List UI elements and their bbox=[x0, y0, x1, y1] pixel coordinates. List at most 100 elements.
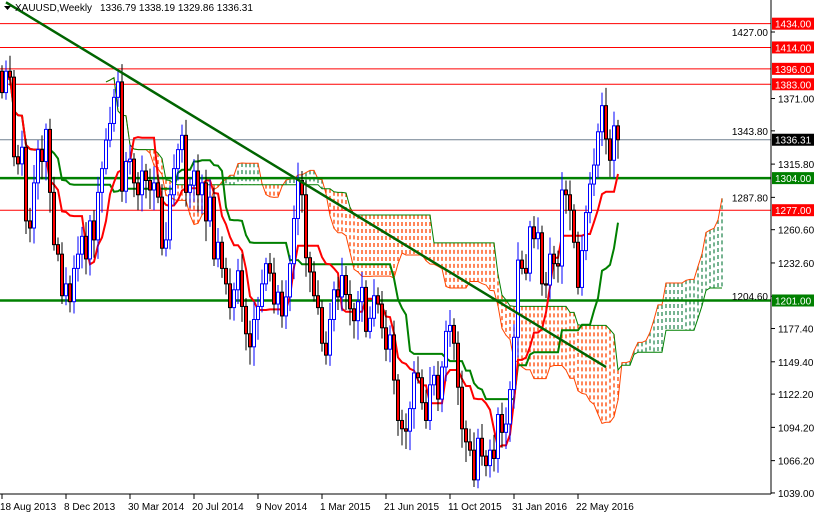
level-label: 1434.00 bbox=[775, 20, 812, 31]
candle-body bbox=[456, 342, 460, 388]
candle bbox=[0, 65, 4, 99]
candle-body bbox=[40, 149, 44, 162]
candle bbox=[28, 207, 32, 243]
candle bbox=[72, 255, 76, 314]
level-label-bg bbox=[772, 62, 814, 75]
candle bbox=[296, 162, 300, 236]
candle bbox=[464, 420, 468, 463]
candle bbox=[96, 176, 100, 259]
candle bbox=[412, 361, 416, 429]
candle bbox=[116, 68, 120, 107]
candle-body bbox=[596, 131, 600, 166]
candle bbox=[188, 178, 192, 208]
candle-body bbox=[368, 317, 372, 332]
candle-body bbox=[448, 324, 452, 332]
candle bbox=[560, 172, 564, 284]
candle-body bbox=[128, 158, 132, 162]
candle bbox=[444, 320, 448, 382]
candle bbox=[236, 258, 240, 305]
candle-body bbox=[516, 259, 520, 338]
candle bbox=[376, 287, 380, 314]
candle bbox=[136, 172, 140, 211]
candle bbox=[64, 267, 68, 306]
candle-body bbox=[0, 70, 4, 94]
candle-body bbox=[564, 189, 568, 196]
candle bbox=[308, 251, 312, 293]
candle bbox=[284, 280, 288, 329]
candle-body bbox=[248, 333, 252, 348]
candle bbox=[524, 254, 528, 281]
candle-body bbox=[184, 134, 188, 193]
candle bbox=[392, 320, 396, 395]
candle bbox=[48, 118, 52, 213]
candle-body bbox=[176, 149, 180, 170]
candle bbox=[460, 370, 464, 448]
candle bbox=[52, 176, 56, 251]
candle-body bbox=[100, 168, 104, 193]
candle bbox=[228, 268, 232, 320]
candle-body bbox=[200, 182, 204, 196]
trendline-group[interactable] bbox=[5, 1, 607, 369]
candle-body bbox=[68, 283, 72, 303]
candle-body bbox=[164, 239, 168, 249]
candle-body bbox=[60, 253, 64, 297]
candle bbox=[252, 301, 256, 366]
candle-body bbox=[32, 182, 36, 229]
price-tick-label: 1204.60 bbox=[732, 292, 769, 303]
candle-body bbox=[152, 182, 156, 191]
candle bbox=[384, 309, 388, 362]
candle-body bbox=[512, 336, 516, 391]
candle-body bbox=[572, 209, 576, 243]
candle bbox=[92, 210, 96, 258]
candle-body bbox=[292, 218, 296, 265]
candle bbox=[152, 166, 156, 211]
candle bbox=[616, 119, 620, 159]
candle-body bbox=[476, 437, 480, 481]
candle bbox=[292, 205, 296, 280]
candle-body bbox=[272, 272, 276, 305]
dropdown-triangle-icon[interactable] bbox=[4, 6, 11, 10]
candle-body bbox=[468, 441, 472, 451]
candle bbox=[44, 123, 48, 181]
horizontal-levels[interactable] bbox=[0, 23, 771, 302]
candle-body bbox=[288, 263, 292, 298]
candle bbox=[360, 271, 364, 322]
time-axis: 18 Aug 2013 8 Dec 2013 30 Mar 2014 20 Jul 2… bbox=[0, 494, 634, 513]
candle bbox=[208, 179, 212, 227]
price-tick-label: 1427.00 bbox=[732, 28, 769, 39]
time-tick-label: 21 Jun 2015 bbox=[384, 502, 439, 513]
candle bbox=[132, 153, 136, 198]
price-tick-label: 1094.20 bbox=[778, 423, 814, 434]
current-price-label-bg bbox=[772, 133, 814, 146]
candle bbox=[16, 144, 20, 175]
candle bbox=[224, 257, 228, 295]
level-labels: 1434.00 1414.00 1396.00 1383.00 1304.00 1277.… bbox=[772, 17, 814, 307]
candle-body bbox=[604, 105, 608, 140]
candle-body bbox=[244, 305, 248, 335]
time-tick-label: 20 Jul 2014 bbox=[192, 502, 244, 513]
candle-body bbox=[328, 318, 332, 356]
candle-body bbox=[420, 377, 424, 404]
candle-body bbox=[612, 125, 616, 161]
candle-body bbox=[396, 379, 400, 421]
candle bbox=[356, 290, 360, 340]
candle bbox=[184, 119, 188, 207]
price-tick-label: 1232.60 bbox=[778, 259, 814, 270]
candle-body bbox=[144, 170, 148, 182]
candle-body bbox=[232, 289, 236, 309]
candles bbox=[0, 55, 620, 489]
candle-body bbox=[428, 384, 432, 421]
candle-body bbox=[216, 241, 220, 260]
candle bbox=[388, 325, 392, 363]
candle-body bbox=[492, 449, 496, 459]
candle-body bbox=[452, 324, 456, 344]
candle bbox=[516, 242, 520, 358]
candle bbox=[520, 250, 524, 275]
candle bbox=[108, 106, 112, 148]
candle bbox=[4, 60, 8, 100]
candle bbox=[160, 184, 164, 256]
candle bbox=[8, 55, 12, 86]
level-label: 1383.00 bbox=[775, 80, 812, 91]
candle bbox=[532, 216, 536, 249]
